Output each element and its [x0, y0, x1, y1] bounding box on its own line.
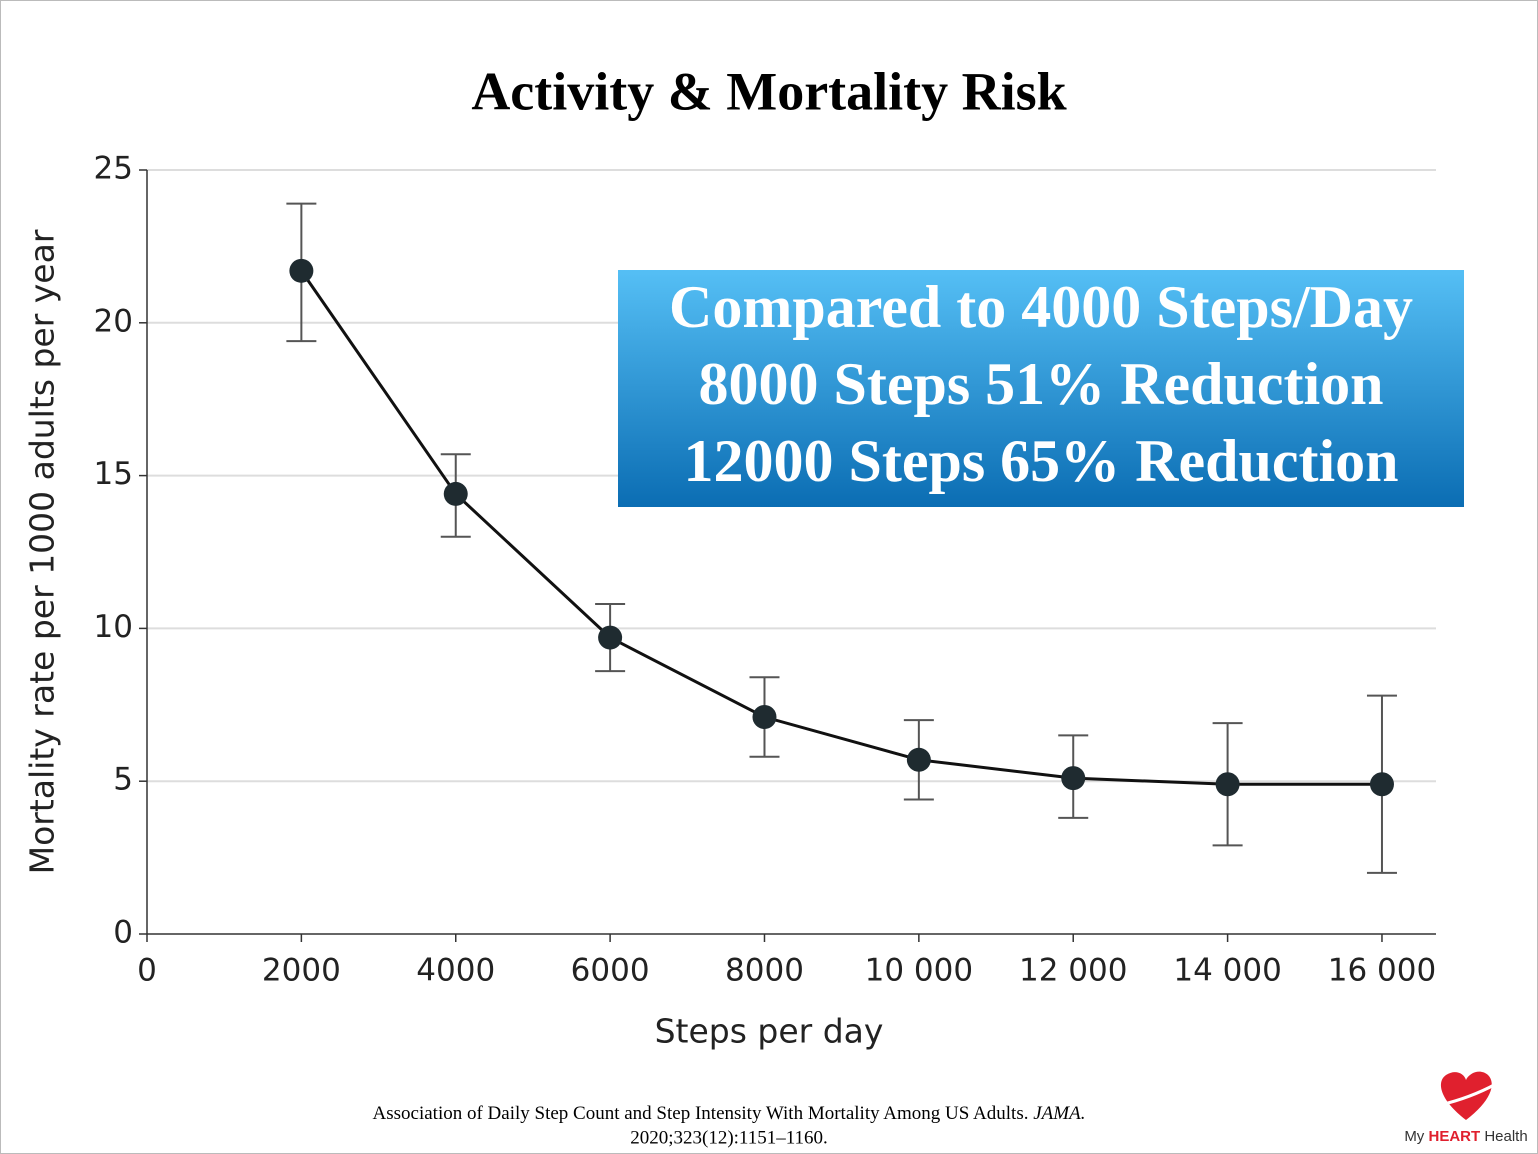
logo: My HEART Health: [1404, 1128, 1527, 1145]
x-tick-label: 16 000: [1328, 953, 1436, 989]
x-tick-label: 10 000: [865, 953, 973, 989]
y-tick-label: 0: [113, 915, 133, 951]
annotation-line: 8000 Steps 51% Reduction: [698, 351, 1383, 417]
data-point: [752, 705, 777, 730]
annotation-line: 12000 Steps 65% Reduction: [683, 428, 1398, 494]
citation-journal: JAMA.: [1033, 1103, 1085, 1124]
annotation-line: Compared to 4000 Steps/Day: [669, 274, 1413, 340]
y-axis-title: Mortality rate per 1000 adults per year: [23, 229, 62, 874]
chart-title: Activity & Mortality Risk: [471, 61, 1066, 121]
x-tick-label: 0: [137, 953, 157, 989]
y-tick-label: 25: [94, 151, 133, 187]
x-tick-label: 14 000: [1173, 953, 1281, 989]
x-tick-label: 8000: [725, 953, 804, 989]
data-point: [1215, 772, 1240, 797]
citation: Association of Daily Step Count and Step…: [373, 1103, 1086, 1124]
data-point: [289, 258, 314, 283]
citation-text: Association of Daily Step Count and Step…: [373, 1103, 1029, 1124]
y-tick-label: 5: [113, 762, 133, 798]
y-tick-label: 15: [94, 456, 133, 492]
data-line: [300, 269, 1382, 786]
annotation-box: [618, 270, 1464, 507]
x-tick-label: 4000: [416, 953, 495, 989]
data-point: [1061, 766, 1086, 791]
y-tick-label: 10: [94, 609, 133, 645]
plot-area: 0 5 10 15 20 25 0 2000 4000 6000 8000 10 000 12 000 1…: [94, 151, 1437, 989]
data-point: [443, 481, 468, 506]
y-tick-label: 20: [94, 303, 133, 339]
citation-details: 2020;323(12):1151–1160.: [630, 1127, 828, 1148]
logo-prefix: My: [1404, 1128, 1424, 1145]
data-point: [906, 747, 931, 772]
x-tick-label: 6000: [571, 953, 650, 989]
x-tick-label: 12 000: [1019, 953, 1127, 989]
data-point: [598, 625, 623, 650]
logo-swoosh: [1439, 1082, 1497, 1107]
x-tick-label: 2000: [262, 953, 341, 989]
logo-brand: HEART: [1428, 1128, 1480, 1145]
data-point: [1369, 772, 1394, 797]
logo-suffix: Health: [1484, 1128, 1527, 1145]
x-axis-title: Steps per day: [655, 1012, 884, 1051]
